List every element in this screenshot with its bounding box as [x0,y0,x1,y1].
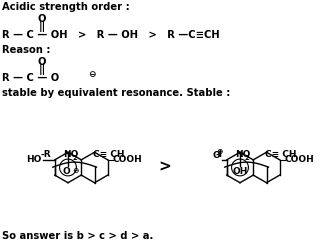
Text: ⊖: ⊖ [88,70,95,79]
Text: HO: HO [26,155,42,164]
Text: O: O [213,151,221,160]
Text: R — C — O: R — C — O [2,73,59,83]
Text: R — C — OH   >   R — OH   >   R —C≡CH: R — C — OH > R — OH > R —C≡CH [2,30,220,40]
Text: C≡ CH: C≡ CH [265,150,296,159]
Text: stable by equivalent resonance. Stable :: stable by equivalent resonance. Stable : [2,88,230,98]
Text: NO: NO [63,150,78,159]
Text: ||: || [38,64,46,75]
Text: 2: 2 [73,155,78,161]
Text: So answer is b > c > d > a.: So answer is b > c > d > a. [2,231,153,241]
Text: ⊖: ⊖ [72,166,78,175]
Text: Reason :: Reason : [2,45,50,55]
Text: O: O [62,167,70,176]
Text: COOH: COOH [285,155,315,164]
Text: COOH: COOH [113,155,142,164]
Text: O: O [38,57,46,67]
Text: ||: || [38,21,46,32]
Text: 2: 2 [245,155,249,161]
Text: NO: NO [235,150,250,159]
Text: -R: -R [40,150,51,159]
Text: ⊖: ⊖ [216,147,223,156]
Text: O: O [38,14,46,24]
Text: Acidic strength order :: Acidic strength order : [2,2,130,12]
Text: OH: OH [232,167,248,176]
Text: >: > [159,160,171,175]
Text: C≡ CH: C≡ CH [92,150,124,159]
Text: -I: -I [215,150,223,159]
